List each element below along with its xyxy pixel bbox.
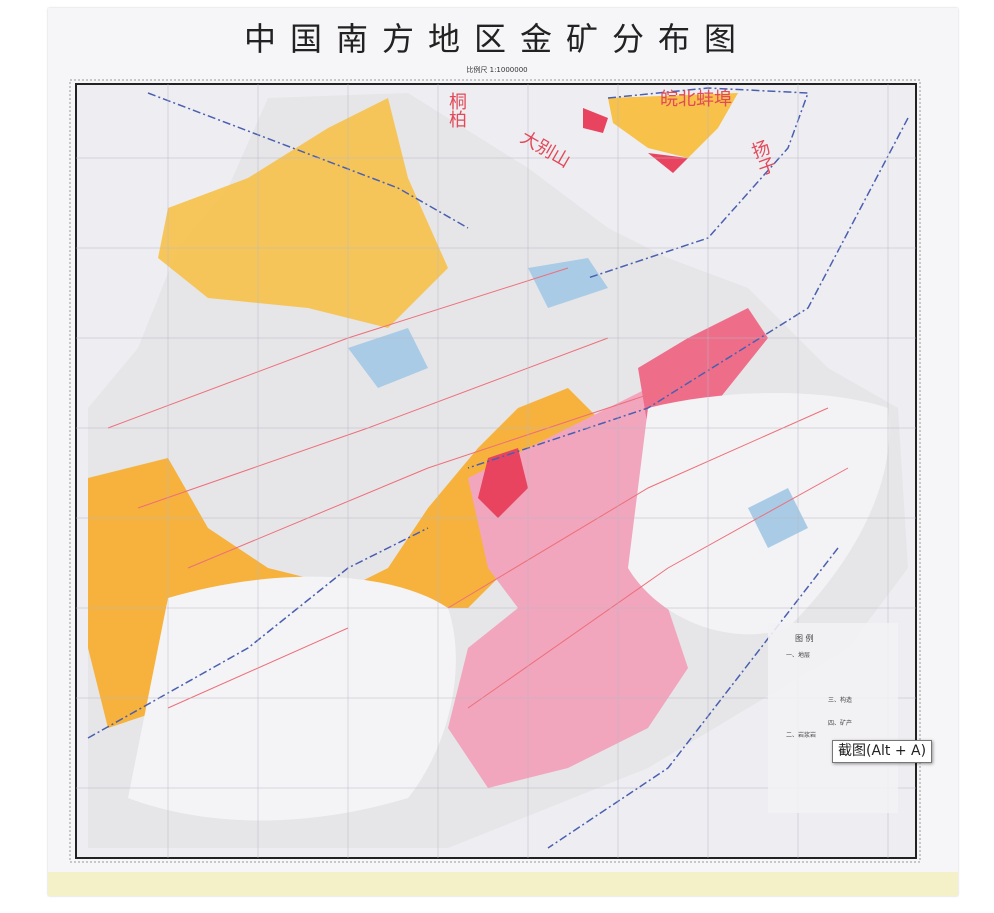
yunnan-plateau (128, 576, 456, 821)
legend-section-magmatic: 二、岩浆岩 (786, 732, 817, 739)
legend-title: 图 例 (795, 634, 814, 643)
intrusive-body (478, 448, 528, 518)
map-bottom-margin (48, 872, 958, 896)
water-areas (348, 258, 808, 548)
map-scale: 比例尺 1:1000000 (466, 66, 528, 74)
legend-section-structure: 三、构造 (828, 697, 853, 704)
screenshot-tooltip: 截图(Alt + A) (832, 740, 933, 763)
region-label-bengbu: 皖北蚌埠 (660, 89, 732, 110)
strata-north (158, 98, 448, 328)
legend-section-minerals: 四、矿产 (828, 720, 853, 727)
strata-bengbu (608, 93, 738, 158)
region-label-tongbai: 桐柏 (446, 92, 467, 128)
legend-box (768, 623, 898, 813)
map-title: 中国南方地区金矿分布图 (243, 20, 750, 58)
geological-map (69, 79, 921, 863)
outer-frame (69, 79, 921, 863)
legend-section-strata: 一、地层 (786, 652, 811, 659)
graticule (76, 84, 916, 858)
intrusive-bengbu (583, 108, 688, 173)
